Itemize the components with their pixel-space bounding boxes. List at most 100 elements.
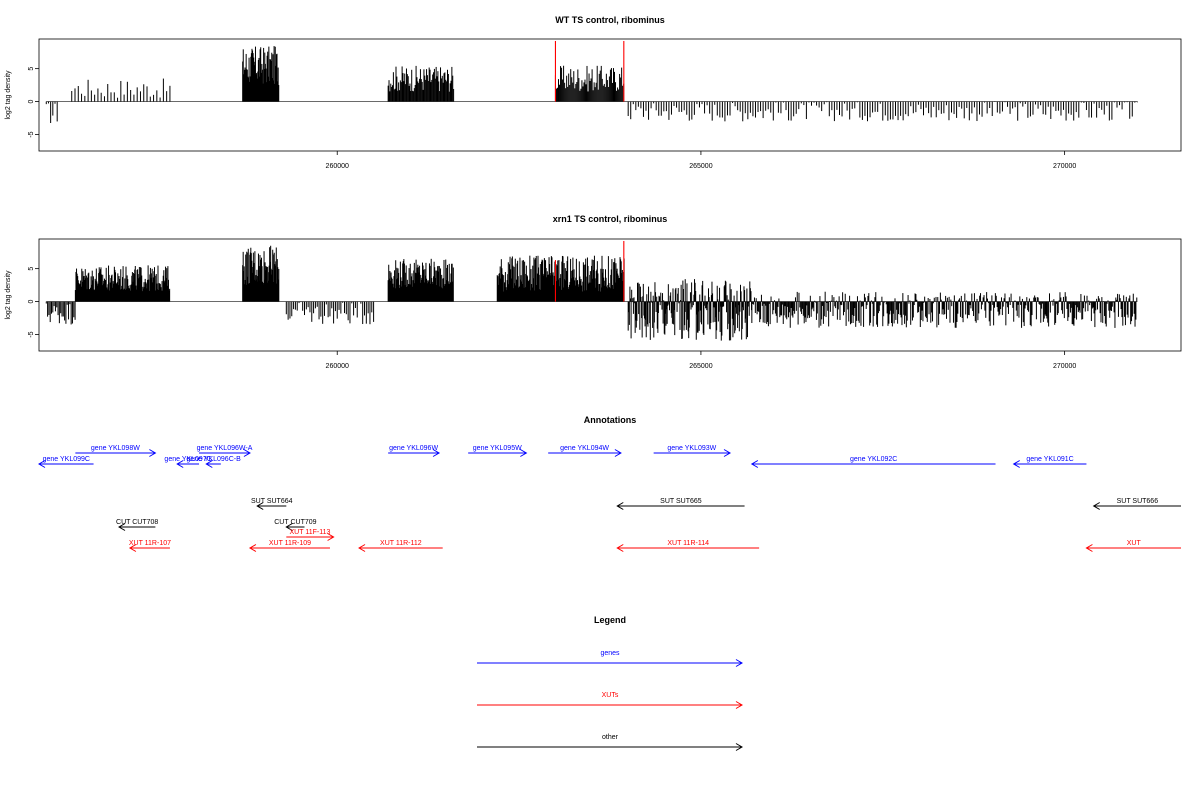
feature-arrow-head: [520, 449, 528, 457]
annotation-feature: XUT: [1085, 540, 1181, 552]
xrn1-plot-frame: [38, 238, 1182, 352]
feature-label: SUT SUT664: [251, 498, 293, 505]
xrn1-y-axis-label: log2 tag density: [5, 270, 12, 320]
annotations-title: Annotations: [584, 415, 637, 425]
feature-arrow-head: [750, 460, 759, 468]
y-tick-label: 0: [28, 300, 35, 304]
x-tick-label: 260000: [326, 163, 349, 170]
wt-track-panel: WT TS control, ribominus log2 tag densit…: [5, 15, 1182, 170]
wt-bars: [45, 40, 1138, 124]
y-tick-label: 5: [28, 67, 35, 71]
annotation-feature: XUT 11F-113: [286, 529, 335, 541]
xrn1-track-title: xrn1 TS control, ribominus: [553, 214, 668, 224]
annotation-feature: gene YKL096W-A: [197, 445, 253, 457]
feature-label: gene YKL096W: [389, 445, 438, 452]
feature-arrow-head: [614, 449, 622, 457]
feature-label: gene YKL099C: [43, 456, 90, 463]
feature-arrow-head: [149, 449, 157, 457]
annotation-feature: SUT SUT664: [251, 498, 293, 510]
legend-arrow-head: [735, 659, 743, 667]
feature-arrow-head: [38, 460, 46, 468]
xrn1-track-panel: xrn1 TS control, ribominus log2 tag dens…: [5, 214, 1182, 370]
feature-arrow-head: [723, 449, 732, 457]
feature-label: gene YKL092C: [850, 456, 897, 463]
feature-label: CUT CUT708: [116, 519, 158, 526]
feature-arrow-head: [205, 460, 213, 468]
x-tick-label: 265000: [689, 363, 712, 370]
feature-arrow-head: [248, 544, 257, 552]
feature-label: XUT 11F-113: [290, 529, 331, 536]
x-tick-label: 265000: [689, 163, 712, 170]
feature-arrow-head: [1012, 460, 1020, 468]
feature-label: gene YKL096C-B: [186, 456, 241, 463]
annotation-feature: SUT SUT666: [1092, 498, 1181, 510]
wt-track-title: WT TS control, ribominus: [555, 15, 665, 25]
feature-label: gene YKL091C: [1026, 456, 1073, 463]
annotation-feature: CUT CUT709: [274, 519, 317, 531]
feature-arrow-head: [118, 523, 126, 531]
annotation-feature: gene YKL095W: [468, 445, 528, 457]
feature-label: gene YKL094W: [560, 445, 609, 452]
feature-arrow-head: [256, 502, 264, 510]
x-tick-label: 270000: [1053, 363, 1076, 370]
feature-label: gene YKL097C: [164, 456, 211, 463]
legend-entry: XUTs: [477, 692, 743, 709]
feature-arrow-head: [128, 544, 137, 552]
feature-label: gene YKL093W: [667, 445, 716, 452]
feature-label: XUT 11R-114: [667, 540, 709, 547]
feature-label: XUT 11R-107: [129, 540, 171, 547]
annotation-feature: gene YKL096C-B: [186, 456, 241, 468]
x-tick-label: 260000: [326, 363, 349, 370]
annotation-feature: XUT 11R-107: [129, 540, 171, 552]
feature-arrow-head: [176, 460, 184, 468]
feature-arrow-head: [432, 449, 441, 457]
legend-label: XUTs: [602, 692, 619, 699]
annotation-feature: gene YKL096W: [388, 445, 441, 457]
xrn1-bars: [45, 240, 1138, 341]
legend-title: Legend: [594, 615, 626, 625]
annotation-feature: gene YKL099C: [38, 456, 94, 468]
feature-arrow-head: [1092, 502, 1100, 510]
feature-label: SUT SUT666: [1117, 498, 1159, 505]
legend-panel: Legend genes XUTs other: [477, 615, 743, 751]
feature-label: SUT SUT665: [660, 498, 702, 505]
x-tick-label: 270000: [1053, 163, 1076, 170]
annotation-feature: XUT 11R-114: [616, 540, 760, 552]
feature-arrow-head: [243, 449, 251, 457]
feature-label: gene YKL098W: [91, 445, 140, 452]
feature-arrow-head: [1085, 544, 1093, 552]
feature-arrow-head: [616, 544, 624, 552]
feature-label: gene YKL096W-A: [197, 445, 253, 452]
legend-arrow-head: [735, 701, 743, 709]
annotation-feature: gene YKL092C: [750, 456, 996, 468]
annotation-feature: XUT 11R-109: [248, 540, 330, 552]
wt-y-axis-label: log2 tag density: [5, 70, 12, 120]
feature-label: XUT 11R-109: [269, 540, 311, 547]
feature-arrow-head: [285, 523, 293, 531]
legend-entry: genes: [477, 650, 743, 667]
legend-entry: other: [477, 734, 743, 751]
y-tick-label: 5: [28, 267, 35, 271]
feature-arrow-head: [358, 544, 366, 552]
legend-label: genes: [600, 650, 620, 657]
annotation-feature: CUT CUT708: [116, 519, 158, 531]
annotation-feature: SUT SUT665: [616, 498, 745, 510]
feature-label: CUT CUT709: [274, 519, 316, 526]
legend-label: other: [602, 734, 619, 741]
feature-label: XUT: [1127, 540, 1142, 547]
annotation-feature: XUT 11R-112: [358, 540, 443, 552]
feature-label: gene YKL095W: [473, 445, 522, 452]
feature-label: XUT 11R-112: [380, 540, 422, 547]
annotation-feature: gene YKL097C: [164, 456, 212, 468]
feature-arrow-head: [327, 533, 335, 541]
legend-arrow-head: [735, 743, 743, 751]
annotation-feature: gene YKL098W: [75, 445, 157, 457]
xrn1-axes: 260000 265000 270000 -5 0 5: [28, 267, 1076, 370]
annotation-feature: gene YKL093W: [653, 445, 732, 457]
y-tick-label: -5: [28, 331, 35, 337]
wt-plot-frame: [38, 38, 1182, 152]
wt-axes: 260000 265000 270000 -5 0 5: [28, 67, 1076, 170]
